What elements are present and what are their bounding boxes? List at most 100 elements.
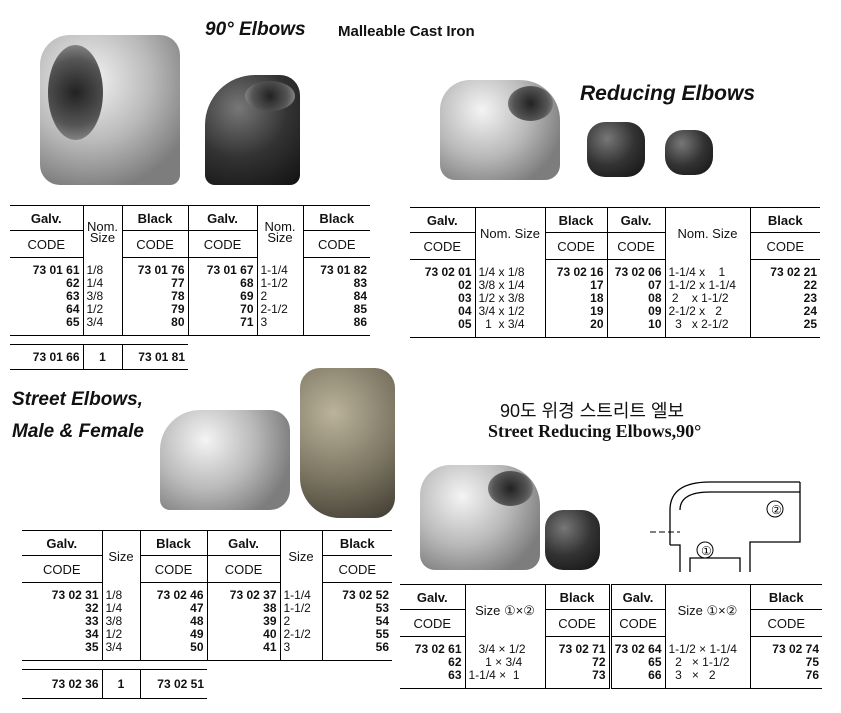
code-cell: 47 — [139, 602, 207, 615]
black-elbow-image — [205, 75, 300, 185]
size-cell: 1/2 x 3/8 — [474, 292, 545, 305]
size-cell: 1-1/2 — [256, 277, 303, 290]
code-cell: 54 — [321, 615, 392, 628]
size-cell: 3 x 2-1/2 — [664, 318, 750, 338]
size-cell: 3/8 — [82, 290, 122, 303]
code-cell: 73 — [544, 669, 610, 689]
code-cell: 73 01 66 — [10, 344, 83, 370]
diagram-label-1: ① — [701, 544, 712, 558]
size-cell: 1/2 — [101, 628, 140, 641]
code-cell: 22 — [749, 279, 820, 292]
code-cell: 73 02 64 — [608, 636, 665, 656]
code-cell: 73 02 71 — [544, 636, 610, 656]
diagram-label-2: ② — [771, 503, 782, 517]
empty-cell — [257, 345, 303, 370]
code-cell: 40 — [206, 628, 280, 641]
header-row: Galv. Size ①×② Black Galv. Size ①×② Black — [400, 584, 822, 637]
header-row: Galv. Nom. Size Black Galv. Nom. Size Black — [10, 205, 370, 258]
size-cell: 2 — [279, 615, 322, 628]
table-row: 05 1 x 3/4 20 10 3 x 2-1/2 25 — [410, 318, 820, 338]
column-subheader: CODE — [22, 555, 102, 583]
column-header: Black — [302, 205, 370, 231]
code-cell: 48 — [139, 615, 207, 628]
table-row: 73 02 01 1/4 x 1/8 73 02 16 73 02 06 1-1/4 x… — [410, 259, 820, 279]
size-cell: 1/2 — [82, 303, 122, 316]
empty-cell — [280, 670, 322, 699]
code-cell: 25 — [749, 318, 820, 338]
column-header: Size ①×② — [464, 584, 545, 637]
column-subheader: CODE — [544, 232, 607, 260]
column-subheader: CODE — [749, 609, 822, 637]
size-cell: 1/8 — [101, 582, 140, 602]
size-cell: 3/4 — [101, 641, 140, 661]
code-cell: 39 — [206, 615, 280, 628]
code-cell: 17 — [544, 279, 607, 292]
size-cell: 1-1/4 — [279, 582, 322, 602]
column-subheader: CODE — [206, 555, 280, 583]
black-street-reducing-elbow-image — [545, 510, 600, 570]
code-cell: 73 02 06 — [606, 259, 665, 279]
reducing-elbows-table: Galv. Nom. Size Black Galv. Nom. Size Black CO… — [410, 207, 820, 338]
size-cell: 1 — [101, 669, 140, 699]
table-row: 63 1-1/4 × 1 73 66 3 × 2 76 — [400, 669, 822, 689]
code-cell: 73 02 52 — [321, 582, 392, 602]
black-reducing-elbow-image — [587, 122, 645, 177]
column-subheader: CODE — [410, 232, 475, 260]
code-cell: 50 — [139, 641, 207, 661]
size-cell: 1-1/2 — [279, 602, 322, 615]
footer-row: 73 01 66 1 73 01 81 — [10, 344, 370, 370]
subheader-row: CODE CODE CODE CODE — [10, 230, 370, 258]
size-cell: 1 x 3/4 — [474, 318, 545, 338]
column-subheader: CODE — [121, 230, 188, 258]
column-header: Galv. — [22, 530, 102, 556]
reducing-elbows-title: Reducing Elbows — [580, 82, 756, 105]
footer-row: 73 02 36 1 73 02 51 — [22, 669, 392, 699]
column-subheader: CODE — [187, 230, 257, 258]
column-header: Black — [544, 207, 607, 233]
code-cell: 32 — [85, 601, 99, 615]
code-cell: 63 — [66, 289, 80, 303]
code-cell: 73 02 21 — [749, 259, 820, 279]
column-subheader: CODE — [10, 230, 83, 258]
size-cell: 3/4 × 1/2 — [464, 636, 545, 656]
code-cell: 83 — [302, 277, 370, 290]
size-cell: 1 — [82, 344, 122, 370]
column-subheader: CODE — [544, 609, 610, 637]
spacer-cell — [10, 336, 370, 345]
column-header: Galv. — [410, 207, 475, 233]
code-cell: 63 — [400, 669, 465, 689]
size-cell: 3 × 2 — [664, 669, 750, 689]
size-cell: 2 — [256, 290, 303, 303]
column-header: Black — [139, 530, 207, 556]
size-cell: 3/8 x 1/4 — [474, 279, 545, 292]
column-header: Nom. Size — [82, 205, 122, 258]
table-row: 73 02 31 1/8 73 02 46 73 02 37 1-1/4 73 02 52 — [22, 582, 392, 602]
column-header: Nom. Size — [664, 207, 750, 260]
code-cell: 73 01 76 — [121, 257, 188, 277]
code-cell: 41 — [206, 641, 280, 661]
code-cell: 62 — [66, 276, 80, 290]
code-cell: 73 02 36 — [22, 669, 102, 699]
galv-street-reducing-elbow-image — [420, 465, 540, 570]
code-cell: 18 — [544, 292, 607, 305]
table-row: 65 3/4 80 71 3 86 — [10, 316, 370, 336]
column-header: Size — [279, 530, 322, 583]
code-cell: 72 — [544, 656, 610, 669]
size-cell: 3/8 — [101, 615, 140, 628]
size-cell: 1/4 — [101, 602, 140, 615]
code-cell: 68 — [187, 277, 257, 290]
column-header: Nom. Size — [256, 205, 303, 258]
size-cell: 1-1/4 x 1 — [664, 259, 750, 279]
column-header: Size — [101, 530, 140, 583]
code-cell: 73 01 67 — [187, 257, 257, 277]
elbows-subtitle: Malleable Cast Iron — [338, 23, 475, 40]
code-cell: 62 — [448, 655, 462, 669]
code-cell: 78 — [121, 290, 188, 303]
code-cell: 73 02 51 — [139, 669, 207, 699]
code-cell: 24 — [749, 305, 820, 318]
code-cell: 75 — [749, 656, 822, 669]
code-cell: 85 — [302, 303, 370, 316]
subheader-row: CODE CODE CODE CODE — [22, 555, 392, 583]
size-cell: 2 × 1-1/2 — [664, 656, 750, 669]
